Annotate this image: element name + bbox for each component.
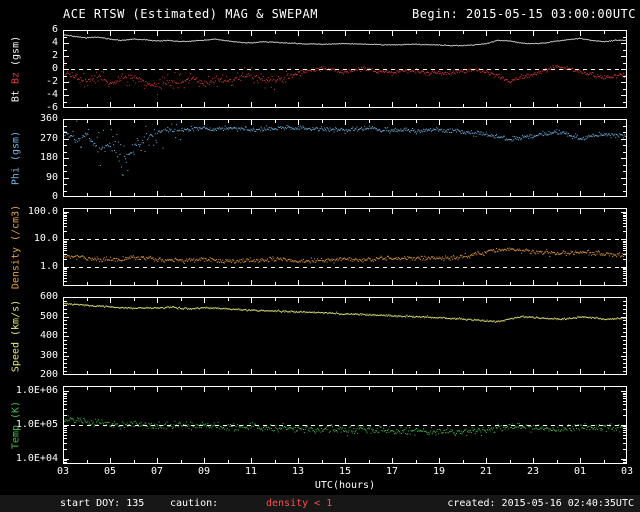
- y-tick-label-phi: 0: [51, 191, 58, 202]
- y-tick-label-phi: 180: [39, 152, 58, 163]
- x-tick-label: 07: [150, 466, 164, 477]
- status-bar: start DOY: 135 caution: density < 1 crea…: [0, 495, 640, 512]
- created-timestamp: created: 2015-05-16 02:40:35UTC: [447, 498, 634, 509]
- y-tick-label-mag: 2: [51, 50, 58, 61]
- y-tick-label-density: 1.0: [39, 260, 58, 272]
- y-tick-label-speed: 500: [39, 310, 58, 322]
- y-tick-label-speed: 300: [39, 349, 58, 361]
- y-axis-title-phi: Phi (gsm): [10, 130, 22, 186]
- panel-canvas-mag: [63, 30, 627, 108]
- y-tick-label-speed: 600: [39, 291, 58, 302]
- y-axis-title-density: Density (/cm3): [10, 204, 22, 290]
- x-tick-label: 11: [244, 466, 258, 477]
- x-tick-label: 21: [479, 466, 493, 477]
- panel-canvas-temp: [63, 386, 627, 464]
- y-tick-label-phi: 360: [39, 113, 58, 124]
- begin-timestamp: Begin: 2015-05-15 03:00:00UTC: [411, 7, 636, 21]
- y-tick-label-phi: 90: [45, 171, 58, 183]
- x-tick-label: 23: [526, 466, 540, 477]
- caution-label: caution:: [170, 498, 219, 509]
- plot-title: ACE RTSW (Estimated) MAG & SWEPAM: [63, 7, 318, 21]
- x-tick-label: 17: [385, 466, 399, 477]
- x-tick-label: 05: [103, 466, 117, 477]
- x-axis-title: UTC(hours): [314, 480, 376, 491]
- y-tick-label-temp: 1.0E+05: [15, 418, 58, 430]
- caution-value: density < 1: [266, 498, 333, 509]
- y-axis-title-mag: Bt Bz (gsm): [11, 36, 22, 102]
- y-axis-title-temp: Temp (K): [10, 400, 22, 450]
- panel-canvas-phi: [63, 119, 627, 197]
- x-tick-label: 01: [573, 466, 587, 477]
- y-axis-title-part: (gsm): [10, 35, 22, 66]
- y-axis-title-speed: Speed (km/s): [10, 299, 22, 373]
- start-doy-label: start DOY: 135: [60, 498, 145, 509]
- y-tick-label-mag: -4: [45, 89, 58, 100]
- y-axis-title-part: Bz: [10, 65, 22, 85]
- y-tick-label-speed: 200: [39, 369, 58, 380]
- x-tick-label: 03: [620, 466, 634, 477]
- y-tick-label-phi: 270: [39, 132, 58, 144]
- y-tick-label-temp: 1.0E+04: [15, 452, 58, 464]
- y-axis-title-part: Bt: [10, 84, 22, 103]
- y-tick-label-mag: -6: [45, 102, 58, 113]
- y-tick-label-mag: -2: [45, 76, 58, 87]
- x-tick-label: 09: [197, 466, 211, 477]
- x-tick-label: 03: [56, 466, 70, 477]
- y-tick-label-temp: 1.0E+06: [15, 384, 58, 396]
- panel-canvas-density: [63, 208, 627, 286]
- y-tick-label-speed: 400: [39, 330, 58, 341]
- x-tick-label: 15: [338, 466, 352, 477]
- y-tick-label-density: 100.0: [27, 206, 58, 217]
- y-tick-label-density: 10.0: [33, 233, 58, 245]
- x-tick-label: 13: [291, 466, 305, 477]
- x-tick-label: 19: [432, 466, 446, 477]
- y-tick-label-mag: 4: [51, 37, 58, 48]
- panel-canvas-speed: [63, 297, 627, 375]
- y-tick-label-mag: 6: [51, 24, 58, 35]
- y-tick-label-mag: 0: [51, 63, 58, 74]
